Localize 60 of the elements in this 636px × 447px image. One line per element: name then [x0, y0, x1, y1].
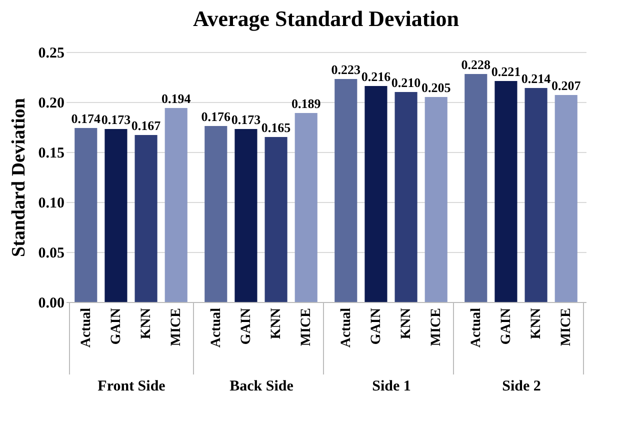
bar	[234, 129, 258, 302]
bar	[204, 126, 228, 302]
data-label: 0.216	[361, 69, 392, 84]
data-label: 0.214	[521, 71, 552, 86]
x-tick-label: Back Side	[230, 378, 294, 394]
bar	[164, 108, 188, 302]
text: GAIN	[108, 308, 124, 345]
data-label: 0.189	[291, 96, 322, 111]
y-tick-label: 0.20	[38, 96, 64, 112]
text: Actual	[468, 308, 484, 348]
data-label: 0.173	[101, 112, 132, 127]
bar	[524, 88, 548, 302]
data-label: 0.210	[391, 75, 421, 90]
text: MICE	[429, 308, 444, 346]
text: MICE	[169, 308, 184, 346]
bar	[134, 135, 158, 302]
bar	[104, 129, 128, 302]
data-label: 0.228	[461, 57, 492, 72]
data-label: 0.221	[491, 64, 521, 79]
bar	[394, 92, 418, 302]
text: Actual	[338, 308, 354, 348]
y-tick-label: 0.15	[38, 146, 64, 162]
chart-title: Average Standard Deviation	[192, 6, 460, 31]
y-tick-label: 0.00	[38, 296, 64, 312]
bar	[424, 97, 448, 302]
bar	[334, 79, 358, 302]
text: MICE	[559, 308, 574, 346]
text: MICE	[299, 308, 314, 346]
text: GAIN	[368, 308, 384, 345]
x-tick-label: Side 2	[502, 378, 541, 394]
data-label: 0.173	[231, 112, 262, 127]
y-tick-label: 0.05	[38, 246, 64, 262]
data-label: 0.223	[331, 62, 362, 77]
data-label: 0.207	[551, 78, 582, 93]
data-label: 0.174	[71, 111, 102, 126]
x-tick-label: Front Side	[98, 378, 166, 394]
bar	[464, 74, 488, 302]
y-axis-title: Standard Deviation	[8, 98, 30, 257]
data-label: 0.194	[161, 91, 192, 106]
text: GAIN	[238, 308, 254, 345]
text: KNN	[269, 308, 284, 340]
bar	[264, 137, 288, 302]
x-tick-label: Side 1	[372, 378, 411, 394]
data-label: 0.205	[421, 80, 452, 95]
text: GAIN	[498, 308, 514, 345]
data-label: 0.176	[201, 109, 232, 124]
text: Actual	[208, 308, 224, 348]
text: KNN	[139, 308, 154, 340]
text: Actual	[78, 308, 94, 348]
bar	[364, 86, 388, 302]
bar	[494, 81, 518, 302]
y-tick-label: 0.10	[38, 196, 64, 212]
bar	[554, 95, 578, 302]
bar	[74, 128, 98, 302]
bar	[294, 113, 318, 302]
text: KNN	[399, 308, 414, 340]
data-label: 0.165	[261, 120, 292, 135]
y-tick-label: 0.25	[38, 46, 64, 62]
text: KNN	[529, 308, 544, 340]
data-label: 0.167	[131, 118, 162, 133]
